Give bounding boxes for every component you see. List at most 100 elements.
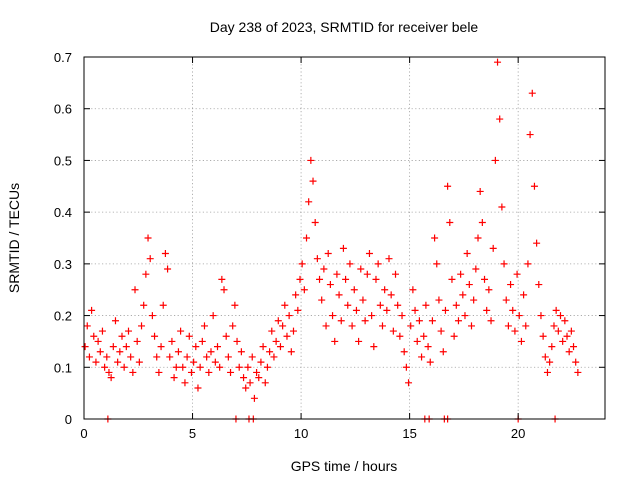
- y-tick-label: 0.6: [54, 102, 72, 117]
- data-point: [185, 332, 193, 340]
- data-point: [146, 255, 154, 263]
- y-axis-label: SRMTID / TECUs: [6, 183, 22, 293]
- data-point: [220, 286, 228, 294]
- data-point: [114, 358, 122, 366]
- data-point: [548, 343, 556, 351]
- data-point: [435, 296, 443, 304]
- data-point: [570, 343, 578, 351]
- data-point: [198, 337, 206, 345]
- data-point: [161, 250, 169, 258]
- data-point: [370, 343, 378, 351]
- data-point: [550, 322, 558, 330]
- data-point: [322, 322, 330, 330]
- data-point: [478, 218, 486, 226]
- data-point: [88, 306, 96, 314]
- data-point: [92, 358, 100, 366]
- data-point: [339, 244, 347, 252]
- data-point: [385, 255, 393, 263]
- x-tick-label: 10: [294, 426, 308, 441]
- y-tick-label: 0: [65, 412, 72, 427]
- data-point: [224, 353, 232, 361]
- data-point: [294, 306, 302, 314]
- data-point: [296, 275, 304, 283]
- data-point: [116, 348, 124, 356]
- data-point: [298, 260, 306, 268]
- data-point: [485, 286, 493, 294]
- data-point: [266, 348, 274, 356]
- data-point: [476, 187, 484, 195]
- data-point: [563, 332, 571, 340]
- data-point: [235, 363, 243, 371]
- data-point: [537, 312, 545, 320]
- data-point: [172, 363, 180, 371]
- data-point: [148, 312, 156, 320]
- data-point: [94, 337, 102, 345]
- data-point: [133, 337, 141, 345]
- data-point: [407, 322, 415, 330]
- data-point: [129, 368, 137, 376]
- data-point: [355, 337, 363, 345]
- plot-frame: [83, 56, 606, 420]
- data-point: [463, 250, 471, 258]
- data-point: [303, 234, 311, 242]
- data-point: [144, 234, 152, 242]
- data-point: [120, 363, 128, 371]
- data-point: [511, 327, 519, 335]
- data-point: [552, 306, 560, 314]
- data-point: [196, 363, 204, 371]
- data-point: [125, 327, 133, 335]
- data-point: [376, 301, 384, 309]
- data-point: [329, 312, 337, 320]
- data-point: [491, 156, 499, 164]
- data-point: [500, 260, 508, 268]
- data-point: [276, 343, 284, 351]
- data-point: [515, 312, 523, 320]
- data-point: [205, 368, 213, 376]
- data-point: [240, 374, 248, 382]
- data-point: [350, 286, 358, 294]
- data-point: [365, 250, 373, 258]
- data-point: [448, 275, 456, 283]
- y-tick-label: 0.5: [54, 153, 72, 168]
- data-point: [461, 312, 469, 320]
- data-point: [209, 312, 217, 320]
- data-point: [372, 275, 380, 283]
- data-point: [274, 317, 282, 325]
- data-point: [98, 327, 106, 335]
- data-point: [374, 260, 382, 268]
- data-point: [533, 239, 541, 247]
- data-point: [257, 358, 265, 366]
- data-point: [530, 182, 538, 190]
- data-point: [253, 368, 261, 376]
- data-point: [441, 306, 449, 314]
- data-point: [135, 358, 143, 366]
- data-point: [103, 353, 111, 361]
- data-point: [513, 270, 521, 278]
- data-point: [446, 218, 454, 226]
- data-point: [433, 260, 441, 268]
- data-point: [85, 353, 93, 361]
- data-point: [450, 332, 458, 340]
- y-tick-label: 0.4: [54, 205, 72, 220]
- data-point: [131, 286, 139, 294]
- x-tick-label: 15: [402, 426, 416, 441]
- data-point: [439, 348, 447, 356]
- data-point: [565, 348, 573, 356]
- data-point: [153, 353, 161, 361]
- data-point: [398, 312, 406, 320]
- data-point: [522, 322, 530, 330]
- data-point: [118, 332, 126, 340]
- data-point: [517, 337, 525, 345]
- x-tick-label: 0: [80, 426, 87, 441]
- data-point: [231, 301, 239, 309]
- data-point: [357, 265, 365, 273]
- data-point: [344, 301, 352, 309]
- data-point: [483, 306, 491, 314]
- data-point: [248, 353, 256, 361]
- data-point: [259, 343, 267, 351]
- data-point: [389, 327, 397, 335]
- x-axis-label: GPS time / hours: [291, 458, 398, 474]
- data-point: [101, 363, 109, 371]
- data-point: [183, 353, 191, 361]
- data-point: [526, 131, 534, 139]
